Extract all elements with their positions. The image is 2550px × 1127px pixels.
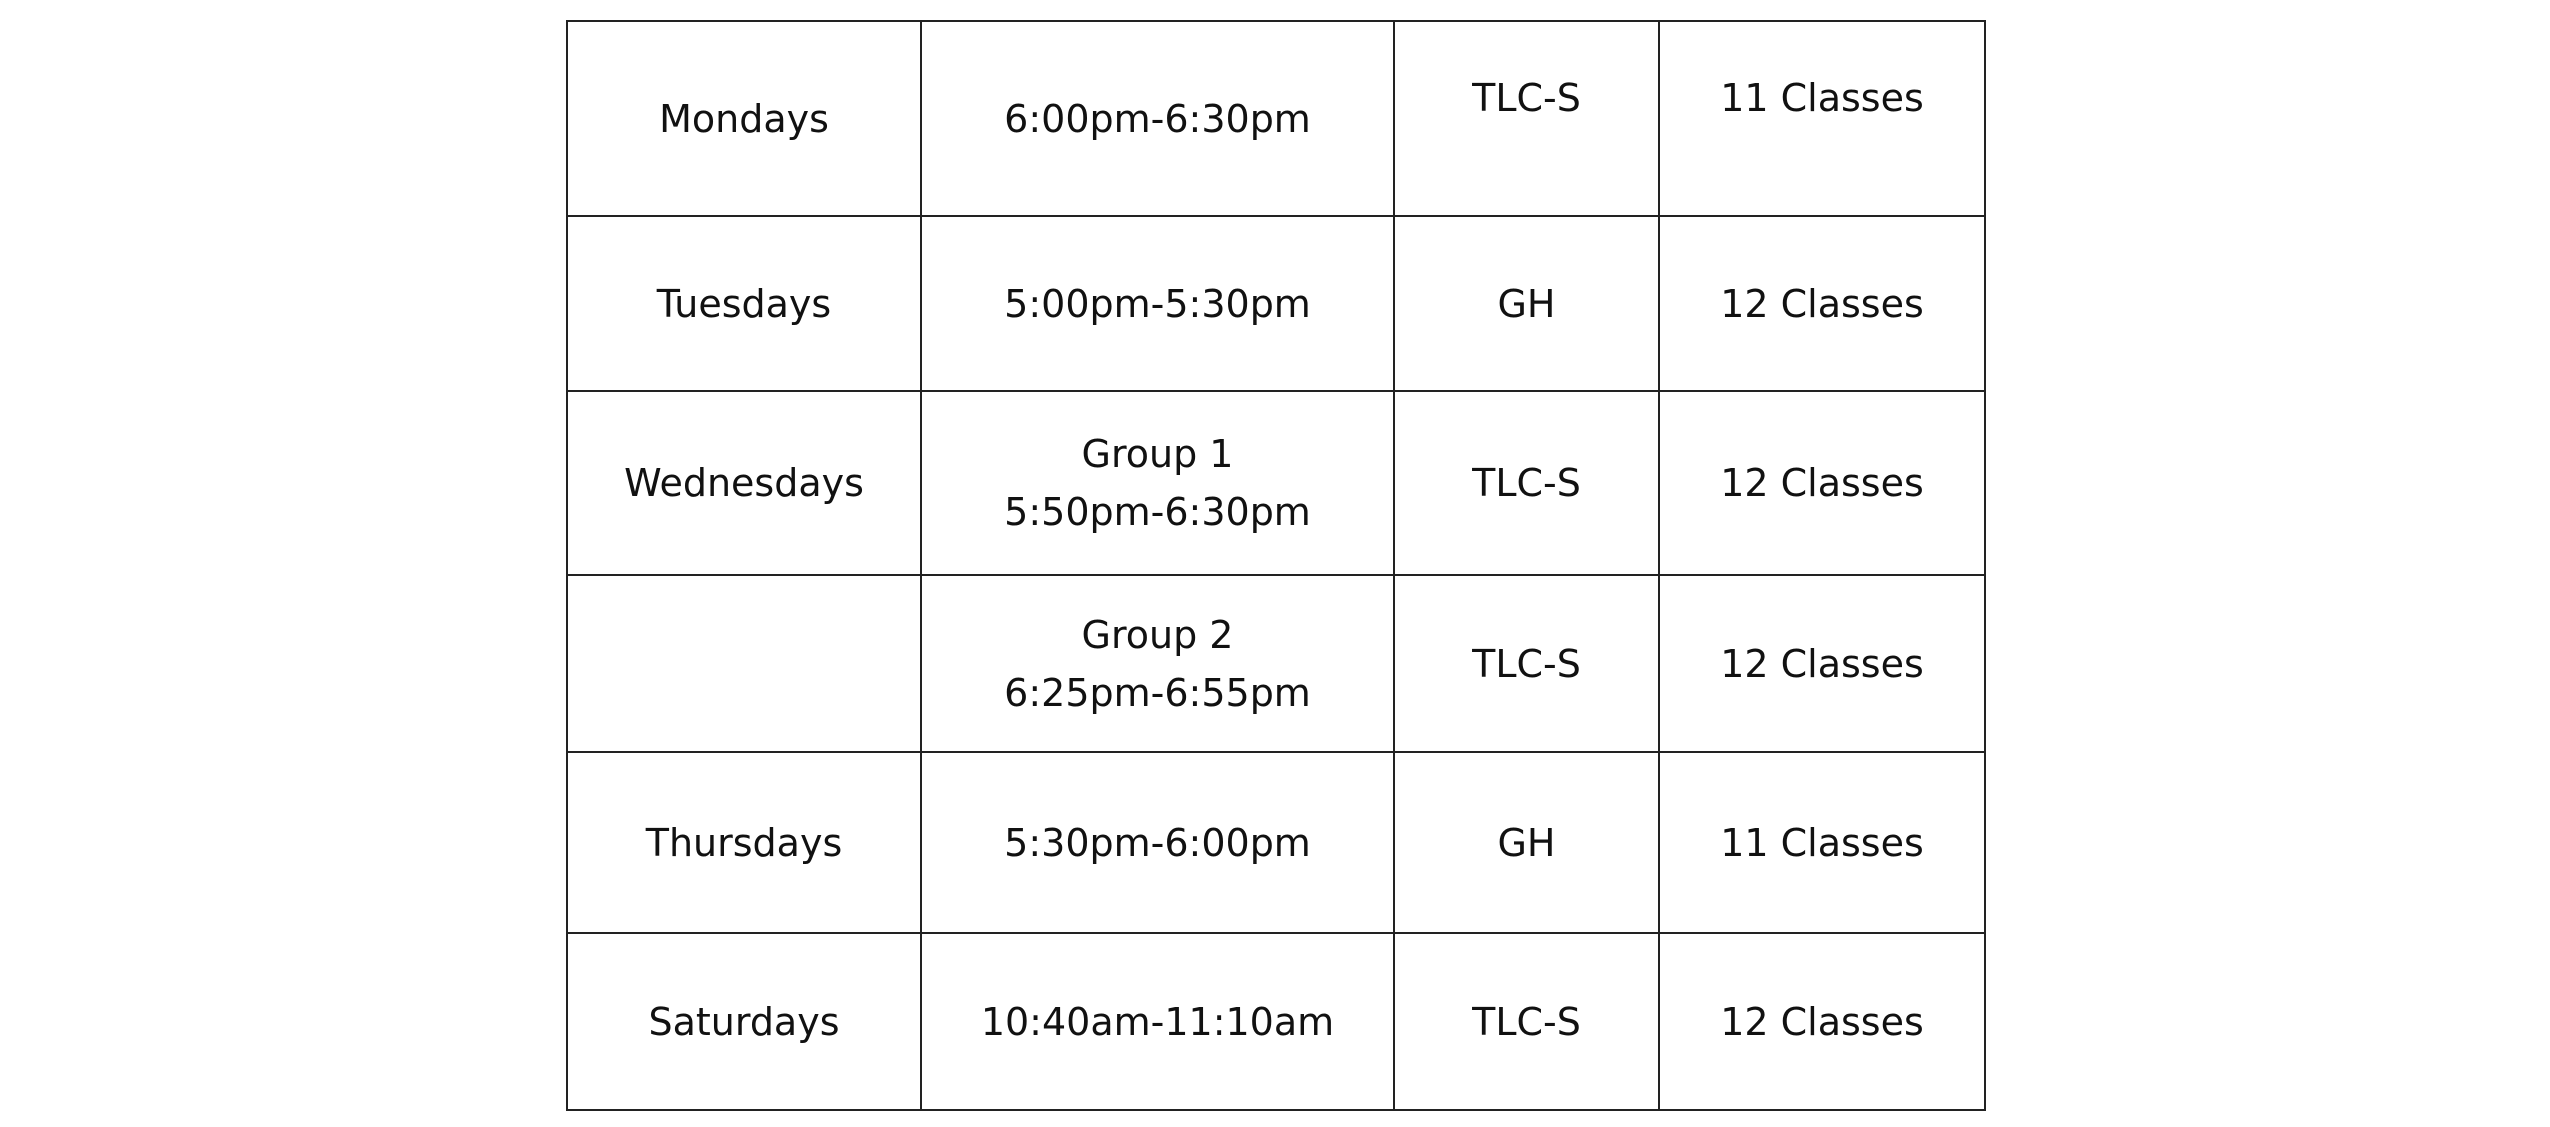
- location-cell: GH: [1393, 215, 1660, 392]
- day-cell: Tuesdays: [566, 215, 922, 392]
- day-cell: Thursdays: [566, 751, 922, 934]
- day-cell: Mondays: [566, 20, 922, 217]
- time-cell: 5:30pm-6:00pm: [920, 751, 1395, 934]
- classes-cell: 12 Classes: [1658, 390, 1986, 576]
- time-range: 6:25pm-6:55pm: [1004, 670, 1311, 715]
- day-cell: [566, 574, 922, 753]
- table-row: Thursdays 5:30pm-6:00pm GH 11 Classes: [566, 751, 1986, 934]
- table-row: Mondays 6:00pm-6:30pm TLC-S 11 Classes: [566, 20, 1986, 217]
- time-cell: 6:00pm-6:30pm: [920, 20, 1395, 217]
- location-cell: TLC-S: [1393, 20, 1660, 217]
- group-label: Group 2: [1081, 612, 1234, 657]
- time-cell: 5:00pm-5:30pm: [920, 215, 1395, 392]
- location-cell: TLC-S: [1393, 390, 1660, 576]
- classes-cell: 12 Classes: [1658, 215, 1986, 392]
- group-label: Group 1: [1081, 432, 1234, 476]
- classes-cell: 12 Classes: [1658, 574, 1986, 753]
- day-cell: Saturdays: [566, 932, 922, 1111]
- location-cell: TLC-S: [1393, 574, 1660, 753]
- time-cell: Group 1 5:50pm-6:30pm: [920, 390, 1395, 576]
- day-cell: Wednesdays: [566, 390, 922, 576]
- time-range: 10:40am-11:10am: [980, 999, 1335, 1044]
- location-cell: TLC-S: [1393, 932, 1660, 1111]
- table-row: Tuesdays 5:00pm-5:30pm GH 12 Classes: [566, 215, 1986, 392]
- schedule-table: Mondays 6:00pm-6:30pm TLC-S 11 Classes Tuesd…: [566, 20, 1986, 1111]
- time-range: 5:00pm-5:30pm: [1004, 281, 1311, 326]
- location-cell: GH: [1393, 751, 1660, 934]
- classes-cell: 11 Classes: [1658, 751, 1986, 934]
- table-row: Saturdays 10:40am-11:10am TLC-S 12 Classes: [566, 932, 1986, 1111]
- table-row: Group 2 6:25pm-6:55pm TLC-S 12 Classes: [566, 574, 1986, 753]
- time-cell: 10:40am-11:10am: [920, 932, 1395, 1111]
- time-range: 6:00pm-6:30pm: [1004, 96, 1311, 141]
- time-range: 5:50pm-6:30pm: [1004, 490, 1311, 534]
- classes-cell: 12 Classes: [1658, 932, 1986, 1111]
- time-cell: Group 2 6:25pm-6:55pm: [920, 574, 1395, 753]
- time-range: 5:30pm-6:00pm: [1004, 820, 1311, 865]
- table-row: Wednesdays Group 1 5:50pm-6:30pm TLC-S 12 Cl…: [566, 390, 1986, 576]
- classes-cell: 11 Classes: [1658, 20, 1986, 217]
